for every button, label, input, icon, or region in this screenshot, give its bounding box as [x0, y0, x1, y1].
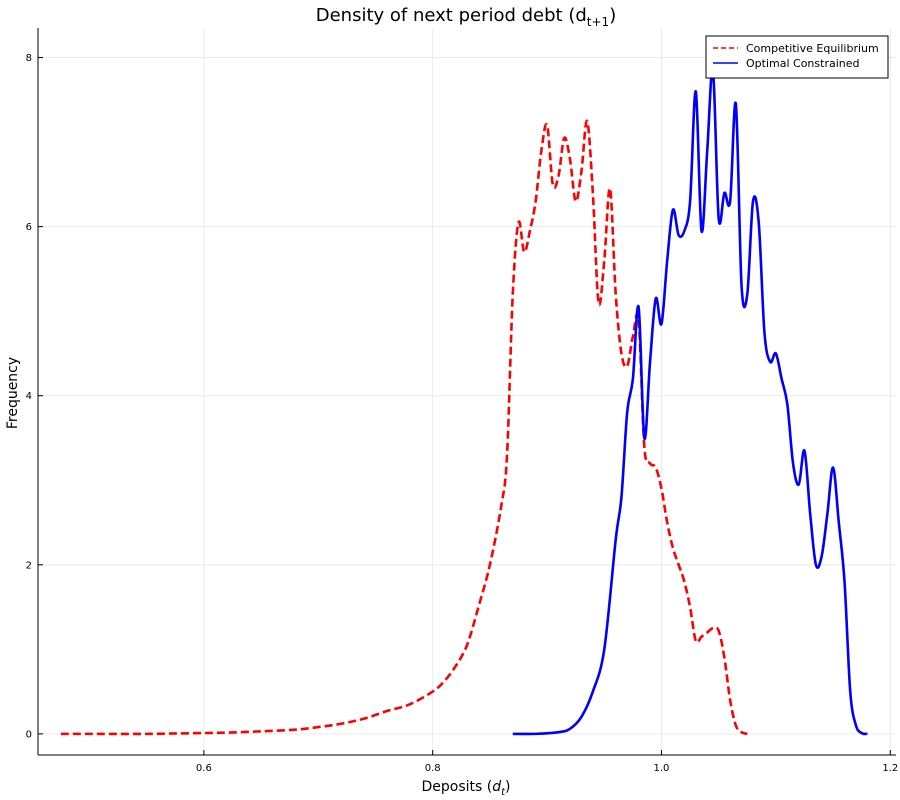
x-axis-title: Deposits (dt): [421, 779, 510, 798]
legend-box: [705, 35, 889, 79]
title-subscript: t+1: [587, 15, 609, 29]
y-tick-label: 8: [26, 53, 32, 64]
axes: [37, 28, 896, 756]
series-line-optimal-constrained: [512, 67, 868, 736]
legend-label-optimal-constrained: Optimal Constrained: [746, 57, 860, 70]
y-tick-label: 4: [26, 391, 32, 402]
x-tick-label: 1.0: [654, 763, 670, 774]
x-tick-label: 1.2: [882, 763, 898, 774]
legend: Competitive Equilibrium Optimal Constrai…: [705, 35, 889, 79]
y-tick-label: 2: [26, 560, 32, 571]
y-tick-label: 0: [26, 729, 32, 740]
grid-lines: [38, 28, 896, 755]
y-axis-title: Frequency: [5, 357, 21, 429]
x-tick-label: 0.8: [425, 763, 441, 774]
series-lines: [60, 67, 868, 736]
series-line-competitive-equilibrium: [60, 119, 748, 736]
chart-title: Density of next period debt (dt+1): [316, 5, 616, 29]
y-tick-label: 6: [26, 222, 32, 233]
x-axis-variable: d: [492, 779, 501, 795]
legend-label-competitive-equilibrium: Competitive Equilibrium: [746, 42, 879, 55]
x-axis-subscript: t: [501, 787, 506, 798]
x-tick-label: 0.6: [196, 763, 212, 774]
tick-labels: 0.6 0.8 1.0 1.2 0 2 4 6 8: [26, 53, 899, 774]
